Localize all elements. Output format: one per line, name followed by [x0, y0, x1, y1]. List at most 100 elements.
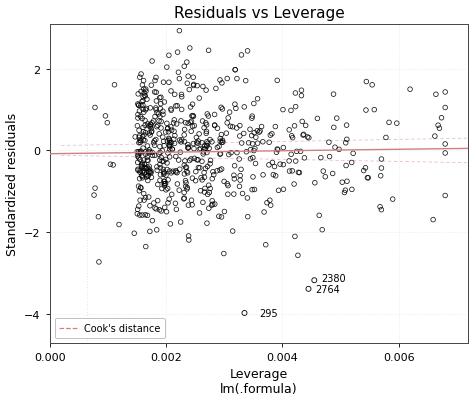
- Point: [162, 172, 170, 179]
- Point: [141, 118, 149, 124]
- Point: [134, 207, 141, 213]
- Point: [130, 231, 138, 237]
- Point: [187, 105, 194, 111]
- Point: [147, 83, 155, 89]
- Point: [134, 211, 141, 217]
- Point: [139, 125, 147, 132]
- Point: [364, 175, 371, 181]
- Point: [199, 200, 207, 206]
- Point: [193, 140, 201, 147]
- Point: [329, 171, 337, 177]
- Point: [167, 89, 175, 95]
- Point: [163, 65, 171, 71]
- Point: [250, 130, 258, 136]
- Point: [226, 109, 233, 116]
- Point: [198, 159, 206, 165]
- Point: [237, 167, 245, 173]
- Point: [167, 124, 174, 131]
- Point: [289, 168, 296, 174]
- Point: [342, 188, 349, 194]
- Point: [146, 170, 154, 176]
- Point: [204, 164, 211, 170]
- Point: [160, 172, 167, 178]
- Point: [305, 135, 313, 142]
- Point: [171, 92, 179, 98]
- Point: [217, 151, 224, 158]
- Point: [265, 140, 273, 146]
- Point: [348, 160, 356, 166]
- Point: [177, 118, 185, 125]
- Point: [199, 177, 206, 184]
- Point: [188, 119, 195, 125]
- Point: [338, 180, 346, 186]
- Point: [280, 162, 287, 168]
- Point: [335, 147, 343, 153]
- Point: [291, 123, 298, 130]
- Point: [146, 105, 154, 112]
- Point: [199, 118, 206, 125]
- Point: [151, 78, 159, 85]
- Point: [300, 132, 308, 138]
- Point: [194, 138, 202, 145]
- Point: [279, 107, 287, 113]
- Point: [194, 141, 202, 147]
- Point: [199, 84, 207, 91]
- Point: [147, 175, 155, 181]
- Point: [134, 149, 141, 156]
- Point: [209, 176, 216, 182]
- Point: [153, 90, 160, 96]
- Point: [137, 114, 145, 121]
- Point: [254, 128, 261, 135]
- Point: [148, 59, 156, 65]
- Point: [237, 173, 244, 179]
- Point: [441, 193, 449, 199]
- Point: [208, 203, 216, 209]
- Point: [270, 172, 277, 178]
- Point: [393, 121, 401, 127]
- Point: [190, 82, 198, 89]
- Point: [262, 242, 270, 248]
- Point: [173, 103, 181, 109]
- Point: [144, 144, 151, 150]
- Point: [172, 168, 180, 174]
- Point: [147, 123, 155, 129]
- Point: [184, 74, 192, 80]
- Point: [254, 96, 261, 103]
- Point: [219, 140, 227, 146]
- Point: [154, 168, 161, 174]
- Point: [233, 126, 240, 132]
- Point: [139, 175, 146, 182]
- Point: [140, 90, 148, 97]
- Point: [153, 164, 161, 170]
- Point: [154, 123, 162, 129]
- Point: [157, 172, 164, 178]
- Point: [134, 115, 142, 122]
- Point: [166, 221, 174, 228]
- Point: [140, 129, 147, 136]
- Point: [441, 142, 449, 148]
- Point: [136, 170, 144, 176]
- Point: [144, 158, 152, 164]
- Point: [135, 155, 143, 162]
- Point: [155, 132, 163, 138]
- Point: [141, 123, 149, 129]
- Point: [188, 197, 195, 204]
- Point: [178, 107, 185, 113]
- Point: [292, 158, 300, 165]
- Point: [160, 80, 167, 86]
- Point: [202, 120, 210, 127]
- Point: [267, 203, 274, 209]
- Point: [220, 179, 228, 185]
- Point: [292, 91, 299, 97]
- Point: [140, 157, 147, 164]
- Point: [202, 166, 210, 172]
- Point: [240, 131, 247, 137]
- Point: [378, 207, 385, 213]
- Point: [218, 81, 226, 87]
- Point: [136, 135, 143, 141]
- Point: [164, 138, 171, 145]
- Point: [138, 116, 146, 122]
- Point: [151, 89, 158, 96]
- Point: [343, 123, 350, 129]
- Point: [206, 190, 213, 196]
